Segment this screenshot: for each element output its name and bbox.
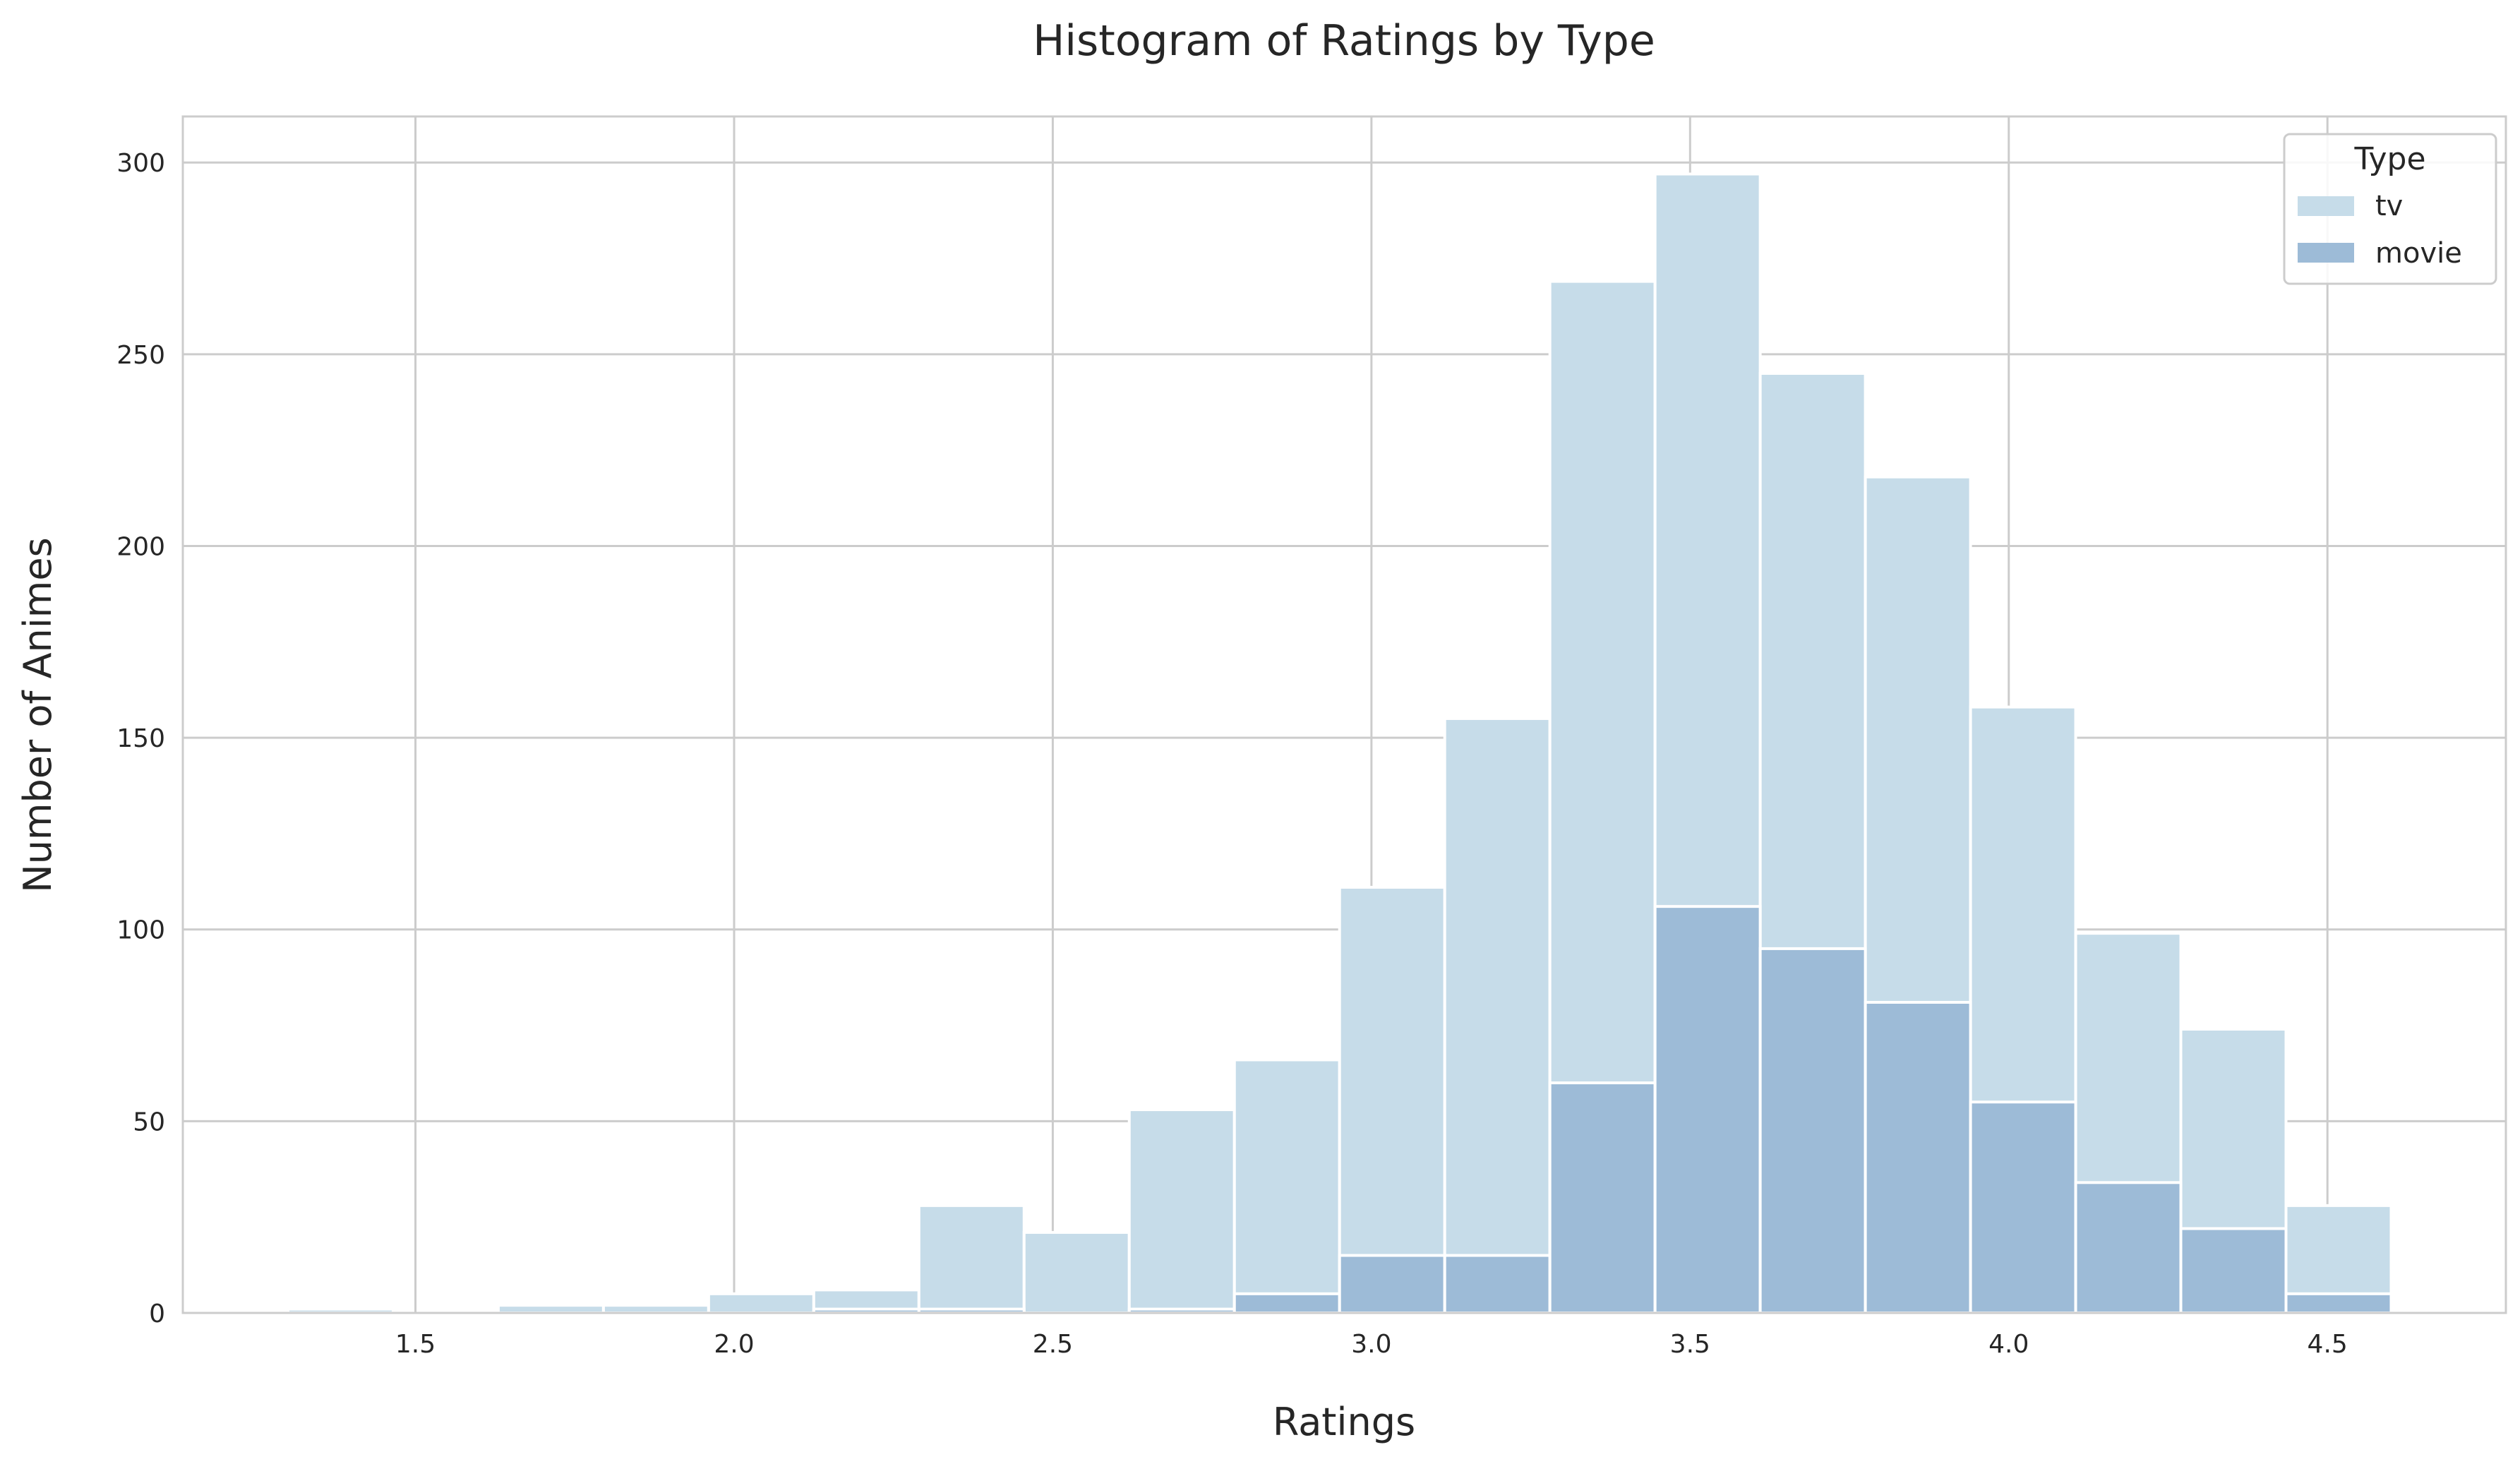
- bar-movie: [2074, 1181, 2183, 1314]
- bar-tv: [1232, 1058, 1341, 1314]
- legend: Type tv movie: [2283, 133, 2497, 285]
- legend-swatch-tv: [2298, 196, 2354, 216]
- x-tick-label: 2.5: [1033, 1330, 1073, 1359]
- bar-movie: [2284, 1292, 2393, 1315]
- legend-swatch-movie: [2298, 243, 2354, 263]
- bar-tv: [1022, 1230, 1131, 1314]
- y-tick-label: 300: [116, 149, 165, 178]
- y-tick-label: 250: [116, 341, 165, 370]
- bar-movie: [1758, 947, 1867, 1315]
- x-axis-label: Ratings: [1273, 1400, 1415, 1444]
- y-tick-label: 50: [133, 1108, 165, 1136]
- bar-movie: [1232, 1292, 1341, 1315]
- x-tick-label: 1.5: [395, 1330, 436, 1359]
- bar-tv: [1127, 1108, 1236, 1314]
- legend-label-tv: tv: [2375, 190, 2403, 222]
- bar-movie: [2179, 1227, 2288, 1314]
- x-tick-label: 4.5: [2308, 1330, 2348, 1359]
- bar-movie: [1969, 1100, 2077, 1314]
- y-axis-label: Number of Animes: [16, 537, 60, 892]
- plot-frame: [181, 115, 2507, 1314]
- x-tick-label: 2.0: [714, 1330, 754, 1359]
- bar-movie: [1653, 905, 1762, 1314]
- bar-movie: [1338, 1254, 1446, 1315]
- y-tick-label: 100: [116, 916, 165, 945]
- bar-tv: [1443, 716, 1552, 1314]
- bar-tv: [1338, 885, 1446, 1315]
- bar-movie: [1548, 1081, 1657, 1314]
- x-tick-labels: 1.5 2.0 2.5 3.0 3.5 4.0 4.5: [395, 1330, 2348, 1359]
- y-tick-labels: 0 50 100 150 200 250 300: [116, 149, 165, 1328]
- bars: [286, 172, 2393, 1315]
- bar-movie: [1864, 1000, 1972, 1314]
- x-tick-label: 3.0: [1351, 1330, 1391, 1359]
- bar-tv: [496, 1304, 605, 1315]
- chart-title: Histogram of Ratings by Type: [1033, 16, 1655, 66]
- bar-tv: [601, 1304, 710, 1315]
- bar-tv: [917, 1204, 1026, 1315]
- bar-tv: [707, 1292, 815, 1315]
- legend-label-movie: movie: [2375, 237, 2462, 270]
- legend-title: Type: [2353, 141, 2425, 177]
- y-tick-label: 150: [116, 724, 165, 753]
- x-tick-label: 4.0: [1988, 1330, 2029, 1359]
- y-tick-label: 200: [116, 532, 165, 561]
- x-tick-label: 3.5: [1670, 1330, 1710, 1359]
- y-tick-label: 0: [149, 1300, 165, 1328]
- bar-movie: [1443, 1254, 1552, 1315]
